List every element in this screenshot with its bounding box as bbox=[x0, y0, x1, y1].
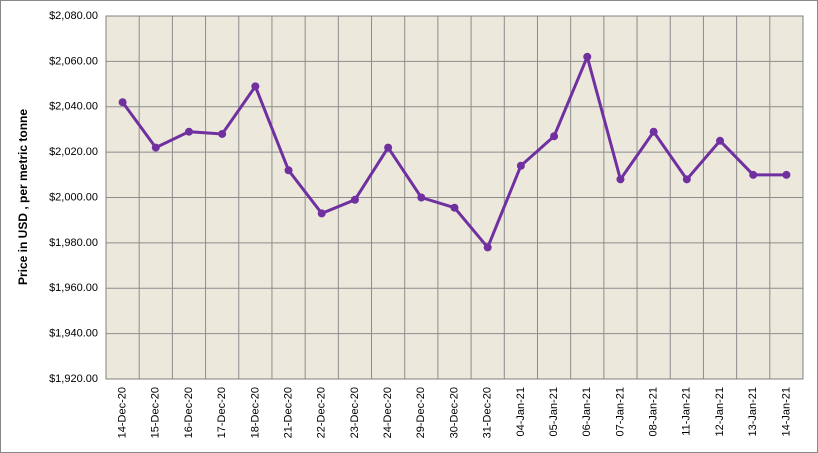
point bbox=[317, 209, 326, 218]
x-tick-label: 23-Dec-20 bbox=[349, 387, 361, 438]
point bbox=[450, 203, 459, 212]
y-tick-label: $1,980.00 bbox=[49, 237, 98, 249]
point bbox=[251, 82, 260, 91]
y-tick-label: $1,920.00 bbox=[49, 373, 98, 385]
y-tick-label: $1,940.00 bbox=[49, 328, 98, 340]
point bbox=[118, 98, 127, 107]
x-tick-label: 16-Dec-20 bbox=[183, 387, 195, 438]
point bbox=[284, 166, 293, 175]
x-tick-label: 12-Jan-21 bbox=[714, 387, 726, 437]
x-tick-label: 04-Jan-21 bbox=[515, 387, 527, 437]
x-tick-label: 06-Jan-21 bbox=[581, 387, 593, 437]
x-tick-label: 14-Dec-20 bbox=[117, 387, 129, 438]
x-tick-label: 31-Dec-20 bbox=[482, 387, 494, 438]
y-tick-label: $2,080.00 bbox=[49, 10, 98, 22]
x-tick-label: 15-Dec-20 bbox=[150, 387, 162, 438]
point bbox=[184, 127, 193, 136]
x-tick-label: 07-Jan-21 bbox=[614, 387, 626, 437]
point bbox=[516, 161, 525, 170]
x-tick-label: 29-Dec-20 bbox=[415, 387, 427, 438]
x-tick-label: 24-Dec-20 bbox=[382, 387, 394, 438]
point bbox=[649, 127, 658, 136]
x-tick-label: 05-Jan-21 bbox=[548, 387, 560, 437]
y-axis-title: Price in USD , per metric tonne bbox=[16, 109, 30, 285]
point bbox=[682, 175, 691, 184]
point bbox=[749, 170, 758, 179]
x-tick-label: 08-Jan-21 bbox=[648, 387, 660, 437]
point bbox=[218, 129, 227, 138]
x-tick-label: 11-Jan-21 bbox=[681, 387, 693, 436]
x-tick-label: 22-Dec-20 bbox=[316, 387, 328, 438]
y-tick-label: $2,000.00 bbox=[49, 191, 98, 203]
plot-border bbox=[105, 15, 804, 380]
point bbox=[782, 170, 791, 179]
x-tick-label: 13-Jan-21 bbox=[747, 387, 759, 437]
point bbox=[417, 193, 426, 202]
point bbox=[483, 243, 492, 252]
x-tick-label: 21-Dec-20 bbox=[282, 387, 294, 438]
y-tick-label: $2,020.00 bbox=[49, 146, 98, 158]
point bbox=[616, 175, 625, 184]
point bbox=[350, 195, 359, 204]
x-tick-label: 14-Jan-21 bbox=[780, 387, 792, 437]
point bbox=[583, 52, 592, 61]
x-tick-label: 30-Dec-20 bbox=[448, 387, 460, 438]
y-tick-label: $1,960.00 bbox=[49, 282, 98, 294]
y-tick-label: $2,060.00 bbox=[49, 55, 98, 67]
y-tick-label: $2,040.00 bbox=[49, 101, 98, 113]
point bbox=[550, 132, 559, 141]
point bbox=[384, 143, 393, 152]
point bbox=[716, 136, 725, 145]
x-tick-label: 18-Dec-20 bbox=[249, 387, 261, 438]
point bbox=[151, 143, 160, 152]
x-tick-label: 17-Dec-20 bbox=[216, 387, 228, 438]
